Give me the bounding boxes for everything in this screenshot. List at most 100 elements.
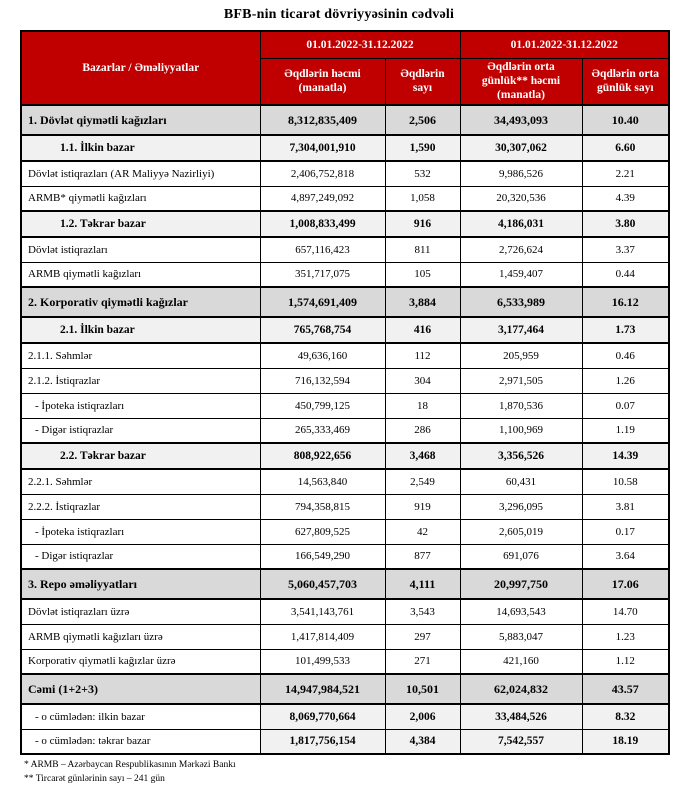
row-value: 3,177,464 bbox=[459, 316, 583, 344]
row-label: 2.1. İlkin bazar bbox=[20, 316, 261, 344]
row-value: 33,484,526 bbox=[459, 703, 583, 730]
row-value: 3,541,143,761 bbox=[259, 598, 386, 625]
row-value: 8,312,835,409 bbox=[259, 104, 386, 136]
row-label: Dövlət istiqrazları bbox=[20, 236, 261, 263]
row-value: 627,809,525 bbox=[259, 518, 386, 545]
row-value: 9,986,526 bbox=[459, 160, 583, 187]
footnote-trading-days: ** Tircarət günlərinin sayı – 241 gün bbox=[24, 774, 165, 785]
table-row: - Digər istiqrazlar 166,549,290 877 691,076… bbox=[20, 543, 670, 570]
row-value: 691,076 bbox=[459, 543, 583, 570]
row-value: 657,116,423 bbox=[259, 236, 386, 263]
row-value: 14.39 bbox=[581, 442, 670, 470]
row-value: 4,111 bbox=[384, 568, 461, 600]
row-value: 20,320,536 bbox=[459, 185, 583, 212]
row-value: 2,006 bbox=[384, 703, 461, 730]
measure-header-row: Əqdlərin həcmi (manatla) Əqdlərin sayı Ə… bbox=[21, 57, 670, 106]
row-label: 1.1. İlkin bazar bbox=[20, 134, 261, 162]
row-value: 3.80 bbox=[581, 210, 670, 238]
row-value: 2,406,752,818 bbox=[259, 160, 386, 187]
row-label: ARMB qiymətli kağızları bbox=[20, 261, 261, 288]
table-row: 2.2.2. İstiqrazlar 794,358,815 919 3,296,09… bbox=[20, 493, 670, 520]
row-value: 30,307,062 bbox=[459, 134, 583, 162]
table-row: 1. Dövlət qiymətli kağızları 8,312,835,40… bbox=[20, 104, 670, 136]
corner-header-markets-operations: Bazarlar / Əməliyyatlar bbox=[20, 30, 261, 106]
row-value: 1,008,833,499 bbox=[259, 210, 386, 238]
table-header: Bazarlar / Əməliyyatlar 01.01.2022-31.12… bbox=[20, 30, 670, 106]
table-row: Dövlət istiqrazları üzrə 3,541,143,761 3,5… bbox=[20, 598, 670, 625]
row-value: 4,384 bbox=[384, 728, 461, 755]
row-label: - İpoteka istiqrazları bbox=[20, 518, 261, 545]
row-value: 14,693,543 bbox=[459, 598, 583, 625]
table-row: ARMB qiymətli kağızları üzrə 1,417,814,40… bbox=[20, 623, 670, 650]
table-row: - İpoteka istiqrazları 627,809,525 42 2,605… bbox=[20, 518, 670, 545]
col-header-avg-daily-count: Əqdlərin orta günlük sayı bbox=[581, 57, 670, 106]
row-value: 532 bbox=[384, 160, 461, 187]
row-value: 1,870,536 bbox=[459, 392, 583, 419]
row-value: 1.12 bbox=[581, 648, 670, 675]
row-value: 0.07 bbox=[581, 392, 670, 419]
table-row: Korporativ qiymətli kağızlar üzrə 101,499… bbox=[20, 648, 670, 675]
row-label: Dövlət istiqrazları üzrə bbox=[20, 598, 261, 625]
col-header-deal-count: Əqdlərin sayı bbox=[384, 57, 461, 106]
row-label: 2.1.2. İstiqrazlar bbox=[20, 367, 261, 394]
row-value: 1,574,691,409 bbox=[259, 286, 386, 318]
row-value: 10.58 bbox=[581, 468, 670, 495]
footnotes: * ARMB – Azərbaycan Respublikasının Mərk… bbox=[24, 758, 678, 787]
row-label: 2.2. Təkrar bazar bbox=[20, 442, 261, 470]
row-value: 1,100,969 bbox=[459, 417, 583, 444]
row-value: 5,883,047 bbox=[459, 623, 583, 650]
row-value: 421,160 bbox=[459, 648, 583, 675]
row-value: 0.44 bbox=[581, 261, 670, 288]
row-value: 62,024,832 bbox=[459, 673, 583, 705]
row-value: 351,717,075 bbox=[259, 261, 386, 288]
page-title: BFB-nin ticarət dövriyyəsinin cədvəli bbox=[223, 7, 455, 22]
row-value: 0.46 bbox=[581, 342, 670, 369]
row-value: 919 bbox=[384, 493, 461, 520]
row-value: 4,186,031 bbox=[459, 210, 583, 238]
table-row: - o cümlədən: ilkin bazar 8,069,770,664 2,… bbox=[20, 703, 670, 730]
row-value: 1.73 bbox=[581, 316, 670, 344]
row-value: 34,493,093 bbox=[459, 104, 583, 136]
row-value: 2,549 bbox=[384, 468, 461, 495]
row-value: 1.26 bbox=[581, 367, 670, 394]
row-value: 1,459,407 bbox=[459, 261, 583, 288]
period-header-1: 01.01.2022-31.12.2022 bbox=[259, 30, 461, 59]
row-label: - o cümlədən: ilkin bazar bbox=[20, 703, 261, 730]
row-value: 14.70 bbox=[581, 598, 670, 625]
row-value: 3,296,095 bbox=[459, 493, 583, 520]
table-row: 2.1.2. İstiqrazlar 716,132,594 304 2,971,50… bbox=[20, 367, 670, 394]
table-row: - Digər istiqrazlar 265,333,469 286 1,100,9… bbox=[20, 417, 670, 444]
row-label: 3. Repo əməliyyatları bbox=[20, 568, 261, 600]
row-label: - o cümlədən: təkrar bazar bbox=[20, 728, 261, 755]
row-value: 265,333,469 bbox=[259, 417, 386, 444]
row-value: 14,563,840 bbox=[259, 468, 386, 495]
row-value: 3.81 bbox=[581, 493, 670, 520]
table-row: 2.2.1. Səhmlər 14,563,840 2,549 60,431 10.58 bbox=[20, 468, 670, 495]
row-value: 3,884 bbox=[384, 286, 461, 318]
row-value: 808,922,656 bbox=[259, 442, 386, 470]
footnote-armb: * ARMB – Azərbaycan Respublikasının Mərk… bbox=[24, 760, 236, 770]
row-value: 811 bbox=[384, 236, 461, 263]
row-label: - Digər istiqrazlar bbox=[20, 417, 261, 444]
table-body: 1. Dövlət qiymətli kağızları 8,312,835,40… bbox=[20, 104, 670, 755]
table-row: ARMB* qiymətli kağızları 4,897,249,092 1,0… bbox=[20, 185, 670, 212]
row-value: 8,069,770,664 bbox=[259, 703, 386, 730]
row-value: 43.57 bbox=[581, 673, 670, 705]
row-value: 450,799,125 bbox=[259, 392, 386, 419]
row-label: - İpoteka istiqrazları bbox=[20, 392, 261, 419]
row-value: 18.19 bbox=[581, 728, 670, 755]
table-row: ARMB qiymətli kağızları 351,717,075 105 1,4… bbox=[20, 261, 670, 288]
table-row: 2.1. İlkin bazar 765,768,754 416 3,177,464 1… bbox=[20, 316, 670, 344]
row-value: 105 bbox=[384, 261, 461, 288]
row-label: 2. Korporativ qiymətli kağızlar bbox=[20, 286, 261, 318]
row-value: 3,543 bbox=[384, 598, 461, 625]
table-row: Dövlət istiqrazları (AR Maliyyə Nazirliy… bbox=[20, 160, 670, 187]
trading-turnover-table: Bazarlar / Əməliyyatlar 01.01.2022-31.12… bbox=[20, 30, 670, 755]
row-value: 6,533,989 bbox=[459, 286, 583, 318]
row-value: 18 bbox=[384, 392, 461, 419]
row-value: 0.17 bbox=[581, 518, 670, 545]
row-value: 60,431 bbox=[459, 468, 583, 495]
row-value: 794,358,815 bbox=[259, 493, 386, 520]
row-label: Cəmi (1+2+3) bbox=[20, 673, 261, 705]
